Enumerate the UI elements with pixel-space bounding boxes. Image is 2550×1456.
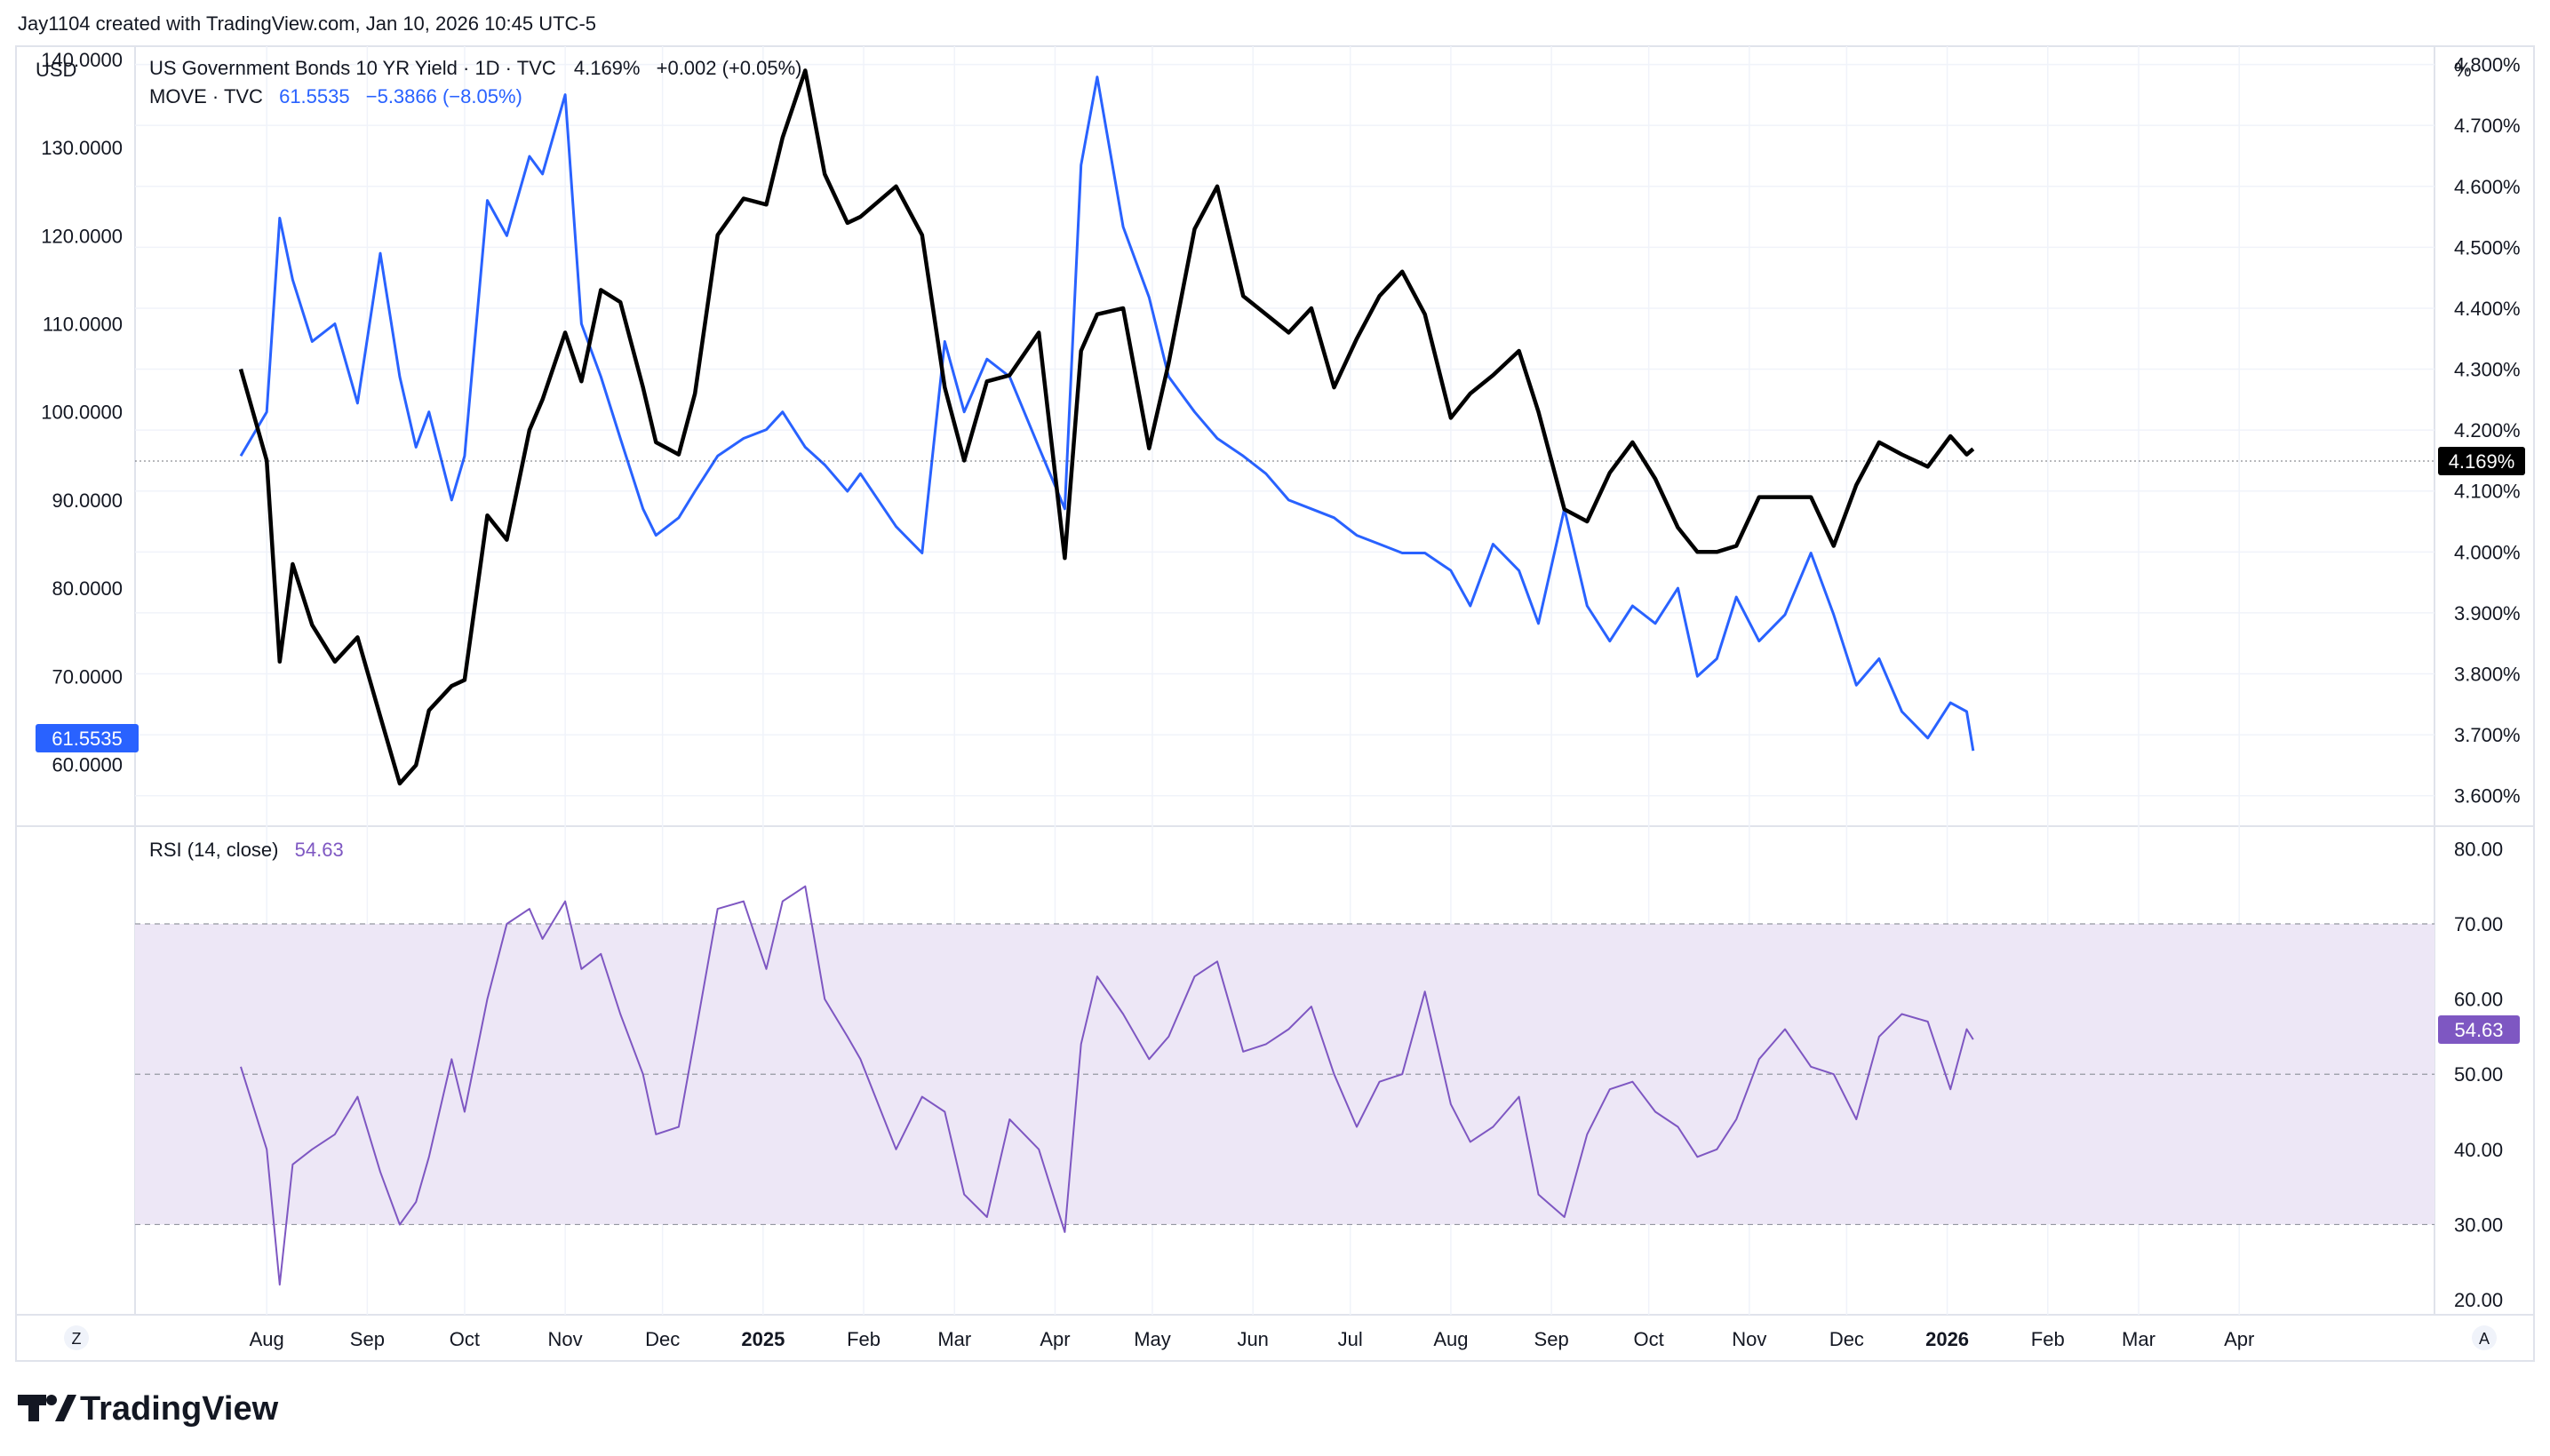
yield-axis-tick-label: 4.100% <box>2454 481 2521 503</box>
time-axis-tick-label: Feb <box>847 1328 881 1350</box>
move-axis-tick-label: 130.0000 <box>41 137 123 159</box>
move-axis-tick-label: 70.0000 <box>52 665 123 688</box>
time-axis-tick-label: Aug <box>1433 1328 1468 1350</box>
move-axis-tick-label: 120.0000 <box>41 225 123 247</box>
move-axis-tick-label: 140.0000 <box>41 49 123 71</box>
rsi-axis-tick-label: 50.00 <box>2454 1063 2503 1086</box>
yield-series-line <box>238 68 1975 786</box>
yield-axis-tick-label: 3.600% <box>2454 785 2521 808</box>
yield-axis-tick-label: 3.700% <box>2454 724 2521 746</box>
a-button-label: A <box>2479 1330 2490 1348</box>
time-axis-tick-label: Feb <box>2031 1328 2065 1350</box>
yield-axis-tick-label: 4.500% <box>2454 236 2521 259</box>
legend-yield[interactable]: US Government Bonds 10 YR Yield · 1D · T… <box>149 57 802 79</box>
time-axis-tick-label: Oct <box>450 1328 480 1350</box>
rsi-axis-tick-label: 20.00 <box>2454 1289 2503 1311</box>
yield-axis-tick-label: 4.300% <box>2454 359 2521 381</box>
rsi-axis-tick-label: 60.00 <box>2454 989 2503 1011</box>
time-axis-tick-label: May <box>1134 1328 1171 1350</box>
legend-rsi-value: 54.63 <box>295 839 344 861</box>
time-axis-tick-label: Sep <box>350 1328 385 1350</box>
legend-move[interactable]: MOVE · TVC 61.5535 −5.3866 (−8.05%) <box>149 85 522 107</box>
auto-scale-a-button[interactable]: A <box>2472 1325 2497 1350</box>
move-series-line <box>239 76 1975 752</box>
rsi-band-layer <box>135 923 2434 1226</box>
yield-axis-tick-label: 4.400% <box>2454 298 2521 320</box>
legend-yield-change: +0.002 (+0.05%) <box>657 57 802 79</box>
tradingview-logo-icon <box>18 1395 76 1421</box>
time-axis-tick-label: Dec <box>1829 1328 1864 1350</box>
move-axis-tick-label: 110.0000 <box>43 314 123 336</box>
legend-rsi[interactable]: RSI (14, close) 54.63 <box>149 839 344 861</box>
legend-yield-last: 4.169% <box>574 57 641 79</box>
auto-scale-z-button[interactable]: Z <box>64 1325 89 1350</box>
legend-rsi-label: RSI (14, close) <box>149 839 279 861</box>
rsi-axis-tick-label: 40.00 <box>2454 1139 2503 1161</box>
tradingview-logo: TradingView <box>18 1390 279 1428</box>
yield-axis-tick-label: 3.900% <box>2454 602 2521 625</box>
yield-badge-text: 4.169% <box>2449 450 2515 473</box>
series-layer <box>238 68 1975 1286</box>
rsi-axis-tick-label: 70.00 <box>2454 913 2503 935</box>
yield-axis-tick-label: 4.600% <box>2454 176 2521 198</box>
chart-frame <box>15 45 2535 1362</box>
time-axis-tick-label: Nov <box>1732 1328 1766 1350</box>
legend-move-symbol: MOVE · TVC <box>149 85 263 107</box>
time-axis-tick-label: Sep <box>1534 1328 1569 1350</box>
time-axis-tick-label: Aug <box>250 1328 284 1350</box>
yield-axis-tick-label: 4.000% <box>2454 541 2521 563</box>
time-axis-tick-label: 2026 <box>1925 1328 1969 1350</box>
yield-axis-tick-label: 4.200% <box>2454 419 2521 442</box>
rsi-axis-tick-label: 80.00 <box>2454 838 2503 860</box>
tick-layer: 4.800% 4.700% 4.600% 4.500% 4.400% 4.300% 4.20… <box>41 49 2520 1350</box>
rsi-badge-text: 54.63 <box>2454 1019 2503 1041</box>
legend-move-change: −5.3866 (−8.05%) <box>366 85 522 107</box>
right-scale-unit-label[interactable]: % <box>2454 59 2472 81</box>
rsi-axis-tick-label: 30.00 <box>2454 1213 2503 1236</box>
yield-axis-tick-label: 3.800% <box>2454 664 2521 686</box>
attribution-text: Jay1104 created with TradingView.com, Ja… <box>18 12 596 35</box>
time-axis-tick-label: Dec <box>645 1328 680 1350</box>
move-axis-tick-label: 100.0000 <box>41 402 123 424</box>
rsi-series-line <box>240 885 1974 1286</box>
time-axis-tick-label: Oct <box>1634 1328 1664 1350</box>
time-axis-tick-label: Nov <box>548 1328 583 1350</box>
tradingview-logo-text: TradingView <box>80 1390 279 1428</box>
move-axis-tick-label: 60.0000 <box>52 754 123 776</box>
yield-last-value-badge: 4.169% <box>2438 447 2525 475</box>
yield-axis-tick-label: 4.800% <box>2454 54 2521 76</box>
move-axis-tick-label: 80.0000 <box>52 577 123 600</box>
time-axis-tick-label: Jul <box>1338 1328 1363 1350</box>
yield-axis-tick-label: 4.700% <box>2454 115 2521 137</box>
left-scale-currency-label[interactable]: USD <box>36 59 76 81</box>
time-axis-tick-label: Mar <box>2122 1328 2156 1350</box>
move-badge-text: 61.5535 <box>52 728 123 750</box>
legend-move-last: 61.5535 <box>279 85 350 107</box>
time-axis-tick-label: Jun <box>1237 1328 1268 1350</box>
rsi-last-value-badge: 54.63 <box>2438 1015 2520 1044</box>
time-axis-tick-label: Apr <box>1040 1328 1070 1350</box>
move-last-value-badge: 61.5535 <box>36 724 139 752</box>
time-axis-tick-label: Mar <box>937 1328 971 1350</box>
legend-yield-symbol: US Government Bonds 10 YR Yield · 1D · T… <box>149 57 556 79</box>
time-axis-tick-label: 2025 <box>741 1328 785 1350</box>
z-button-label: Z <box>72 1330 82 1348</box>
move-axis-tick-label: 90.0000 <box>52 489 123 512</box>
time-axis-tick-label: Apr <box>2224 1328 2254 1350</box>
